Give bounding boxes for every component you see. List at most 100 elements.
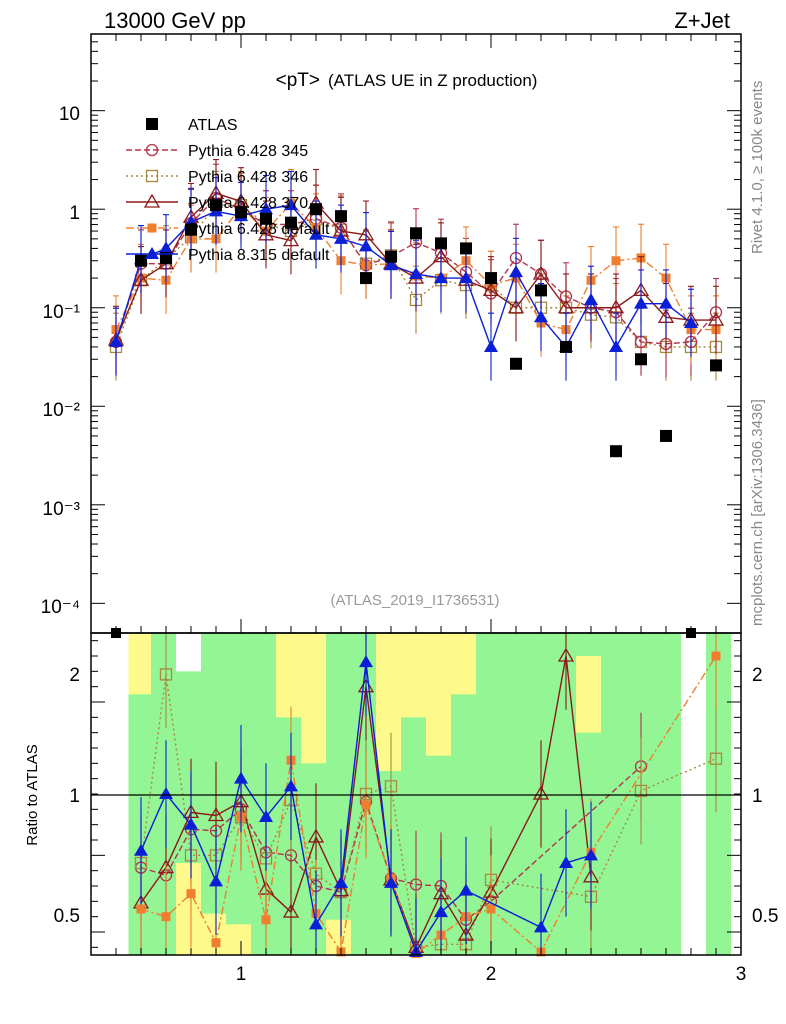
data-point [509, 265, 523, 278]
data-point [510, 357, 522, 370]
ratio-point [309, 917, 323, 930]
ratio-point [409, 878, 423, 891]
ratio-point [211, 938, 221, 948]
uncertainty-band-green [128, 633, 151, 955]
ratio-point [136, 904, 146, 914]
legend-item-p346: Pythia 6.428 346 [126, 169, 308, 186]
data-point [185, 223, 197, 236]
legend-label: Pythia 8.315 default [188, 247, 330, 264]
data-point [410, 227, 422, 240]
uncertainty-band-yellow [201, 913, 226, 955]
ratio-point [161, 912, 171, 922]
legend-marker [145, 247, 159, 259]
data-point [359, 239, 373, 252]
chart-title: <pT> [276, 70, 320, 91]
data-point [507, 299, 525, 314]
data-point [385, 250, 397, 263]
uncertainty-band-yellow [276, 633, 301, 718]
uncertainty-band-green [201, 633, 226, 955]
uncertainty-band-green [551, 633, 576, 955]
ratio-bands [128, 633, 731, 955]
x-tick-label: 2 [486, 964, 497, 985]
ratio-series [132, 633, 723, 958]
x-tick-labels: 1 2 3 [236, 964, 747, 985]
data-point [635, 353, 647, 366]
legend-label: Pythia 6.428 346 [188, 169, 308, 186]
ratio-point [134, 843, 148, 856]
data-point [285, 216, 297, 229]
ratio-point [184, 817, 198, 830]
uncertainty-band-green [526, 633, 551, 955]
ratio-tick-label-left: 1 [69, 786, 80, 807]
ratio-point [209, 874, 223, 887]
ratio-point [557, 647, 575, 662]
data-point [282, 232, 300, 247]
data-point [259, 202, 273, 215]
uncertainty-band-yellow [426, 633, 451, 756]
data-point [534, 310, 548, 323]
uncertainty-band-yellow [576, 656, 601, 733]
uncertainty-band-green [601, 633, 626, 955]
legend-item-p6def: Pythia 6.428 default [126, 221, 330, 238]
legend-marker [146, 118, 158, 130]
ratio-point [334, 875, 348, 888]
data-point [435, 237, 447, 250]
data-point [335, 210, 347, 223]
data-point [260, 212, 272, 225]
ratio-ylabel: Ratio to ATLAS [24, 744, 41, 845]
ratio-point [186, 889, 196, 899]
data-point [384, 258, 398, 271]
data-point [611, 256, 621, 266]
uncertainty-band-yellow [451, 633, 476, 695]
ratio-point [234, 771, 248, 784]
legend-label: Pythia 6.428 345 [188, 143, 308, 160]
ratio-point [384, 875, 398, 888]
uncertainty-band-yellow [128, 633, 151, 695]
data-point [409, 266, 423, 279]
legend-item-p345: Pythia 6.428 345 [126, 143, 308, 160]
ratio-point [711, 651, 721, 661]
data-point [535, 284, 547, 297]
legend-marker [145, 169, 159, 183]
uncertainty-band-yellow [401, 633, 426, 718]
data-point [710, 359, 722, 372]
data-point [235, 206, 247, 219]
ratio-tick-label-right: 2 [752, 665, 763, 686]
legend: ATLAS Pythia 6.428 345 Pythia 6.428 346 Pyt… [126, 117, 330, 264]
data-point [210, 199, 222, 212]
data-point [159, 241, 173, 254]
ratio-tick-label-left: 0.5 [54, 906, 80, 927]
ratio-point [634, 784, 648, 798]
uncertainty-band-yellow [301, 633, 326, 764]
y-tick-label: 1 [69, 203, 80, 224]
data-point [460, 242, 472, 255]
legend-item-p370: Pythia 6.428 370 [126, 193, 308, 212]
ratio-point [359, 655, 373, 668]
ratio-point [459, 883, 473, 896]
ratio-tick-label-left: 2 [69, 665, 80, 686]
data-point [560, 340, 572, 353]
data-point [707, 311, 725, 326]
data-point [310, 203, 322, 216]
chart-subtitle: (ATLAS UE in Z production) [328, 71, 537, 90]
data-point [160, 251, 172, 264]
legend-label: Pythia 6.428 default [188, 221, 330, 238]
data-point [459, 271, 473, 284]
legend-marker [143, 193, 161, 208]
legend-item-ATLAS: ATLAS [146, 117, 238, 134]
data-point [360, 272, 372, 285]
ratio-point [259, 810, 273, 822]
analysis-id: (ATLAS_2019_I1736531) [330, 592, 499, 609]
main-series [107, 159, 725, 638]
ratio-point [159, 668, 173, 681]
ratio-point [282, 903, 300, 918]
uncertainty-band-green [651, 633, 681, 955]
main-y-tick-labels: 10 1 10⁻¹ 10⁻² 10⁻³ 10⁻⁴ [41, 104, 80, 618]
ratio-point [532, 785, 550, 800]
legend-marker [147, 223, 157, 233]
y-tick-label: 10⁻¹ [43, 302, 81, 323]
data-point [334, 231, 348, 244]
uncertainty-band-green [501, 633, 526, 955]
data-point [584, 292, 598, 305]
